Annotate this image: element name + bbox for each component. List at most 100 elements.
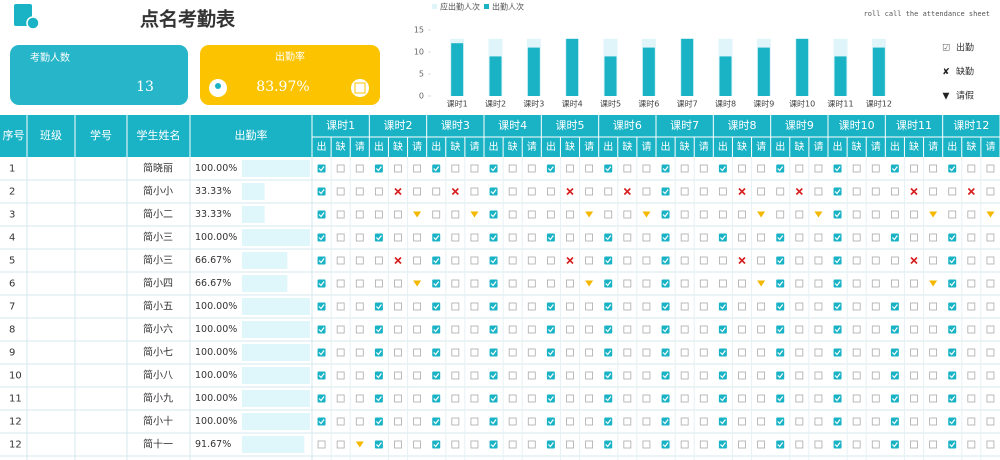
check [777,327,784,333]
check [834,212,841,218]
empty-box [336,302,345,311]
empty-box [852,210,861,219]
check [834,189,841,195]
empty-box [757,187,766,196]
empty-box [413,440,422,449]
bar [796,38,809,96]
sub-header: 缺 [450,140,460,153]
empty-box [527,302,536,311]
empty-box [738,348,746,357]
checked-box [546,394,555,403]
empty-box [394,279,402,288]
empty-box [566,233,574,242]
empty-box [738,325,746,334]
check [777,258,784,264]
checked-box [661,371,670,380]
checked-box [317,302,326,311]
empty-box [451,233,460,242]
empty-box [814,325,823,334]
empty-box [394,394,402,403]
empty-box [699,325,708,334]
checked-box [890,417,899,426]
empty-box [451,210,460,219]
empty-box [394,417,402,426]
empty-box [795,371,804,380]
empty-box [470,394,479,403]
empty-box [757,164,766,173]
empty-box [623,417,632,426]
empty-box [871,164,880,173]
check [318,350,325,356]
student-name: 简小二 [143,208,173,221]
empty-box [470,256,479,265]
x-tick-label: 课时11 [827,99,853,109]
empty-box [604,210,613,219]
empty-box [527,164,536,173]
empty-box [795,210,804,219]
empty-box [738,394,746,403]
checked-box [317,187,326,196]
row-number: 12 [9,417,22,428]
empty-box [470,233,479,242]
column-header: 学生姓名 [137,128,181,142]
empty-box [738,279,746,288]
x-tick-label: 课时12 [866,99,892,109]
checked-box [948,440,957,449]
empty-box [757,325,766,334]
empty-box [986,371,995,380]
empty-box [929,325,938,334]
empty-box [355,302,364,311]
check [433,396,440,402]
empty-box [718,256,727,265]
empty-box [451,394,460,403]
check [662,166,669,172]
check [949,442,956,448]
check [433,258,440,264]
checked-box [833,371,842,380]
session-header: 课时11 [896,119,932,132]
leave-mark [413,280,422,287]
check [719,419,726,425]
empty-box [451,417,460,426]
empty-box [355,394,364,403]
rate-bar [242,275,288,292]
rate-label: 100.00% [195,416,237,427]
person-icon [215,83,221,89]
empty-box [680,371,689,380]
empty-box [394,164,402,173]
empty-box [566,210,574,219]
check [949,350,956,356]
empty-box [546,210,555,219]
checked-box [718,440,727,449]
bar [566,38,579,96]
empty-box [355,187,364,196]
leave-mark [986,211,995,218]
sub-header: 缺 [336,140,346,153]
sub-header: 缺 [909,140,919,153]
empty-box [776,210,785,219]
empty-box [642,440,651,449]
row-number: 5 [9,256,15,267]
checked-box [776,164,785,173]
check [490,212,497,218]
x-tick-label: 课时2 [485,99,506,109]
check [605,442,612,448]
bar [527,47,540,96]
empty-box [814,279,823,288]
empty-box [527,348,536,357]
absent-mark [910,256,918,265]
empty-box [967,164,976,173]
empty-box [413,256,422,265]
legend-swatch [432,4,437,9]
check [891,304,898,310]
empty-box [967,394,976,403]
checked-box [833,302,842,311]
x-tick-label: 课时1 [447,99,468,109]
legend-symbol: ▼ [943,92,950,102]
empty-box [642,394,651,403]
checked-box [661,279,670,288]
empty-box [508,371,517,380]
checked-box [661,256,670,265]
empty-box [355,325,364,334]
sub-header: 出 [489,140,499,153]
